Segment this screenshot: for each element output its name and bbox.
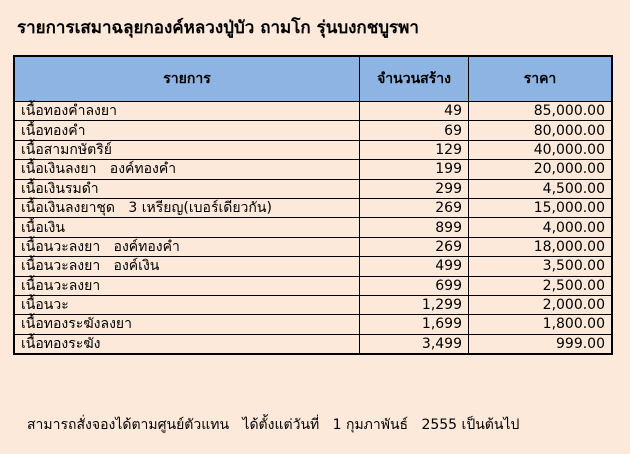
price-cell: 2,500.00 <box>468 275 613 296</box>
price-cell: 80,000.00 <box>468 120 613 141</box>
quantity-cell: 1,699 <box>359 314 469 335</box>
price-cell: 40,000.00 <box>468 139 613 161</box>
table-row: เนื้อเงินลงยา องค์ทองคำ 199 20,000.00 <box>13 159 613 180</box>
item-cell: เนื้อเงิน <box>13 217 360 238</box>
quantity-cell: 3,499 <box>359 333 469 355</box>
table-row: เนื้อสามกษัตริย์ 129 40,000.00 <box>13 139 613 161</box>
header-price: ราคา <box>468 55 613 102</box>
item-cell: เนื้อนวะลงยา องค์ทองคำ <box>13 236 360 258</box>
price-cell: 3,500.00 <box>468 256 613 277</box>
price-cell: 999.00 <box>468 333 613 355</box>
item-cell: เนื้อเงินลงยาชุด 3 เหรียญ(เบอร์เดียวกัน) <box>13 197 360 219</box>
price-cell: 85,000.00 <box>468 100 613 122</box>
item-cell: เนื้อทองระฆัง <box>13 333 360 355</box>
item-cell: เนื้อนวะ <box>13 294 360 316</box>
table-row: เนื้อทองคำลงยา 49 85,000.00 <box>13 100 613 122</box>
item-cell: เนื้อทองคำลงยา <box>13 100 360 122</box>
table-row: เนื้อทองระฆังลงยา 1,699 1,800.00 <box>13 314 613 335</box>
price-cell: 18,000.00 <box>468 236 613 258</box>
table-row: เนื้อเงินรมดำ 299 4,500.00 <box>13 178 613 199</box>
table-header-row: รายการ จำนวนสร้าง ราคา <box>13 55 613 102</box>
item-cell: เนื้อเงินลงยา องค์ทองคำ <box>13 159 360 180</box>
price-cell: 4,000.00 <box>468 217 613 238</box>
quantity-cell: 199 <box>359 159 469 180</box>
table-row: เนื้อทองคำ 69 80,000.00 <box>13 120 613 141</box>
table-row: เนื้อนวะลงยา 699 2,500.00 <box>13 275 613 296</box>
item-cell: เนื้อนวะลงยา องค์เงิน <box>13 256 360 277</box>
item-cell: เนื้อสามกษัตริย์ <box>13 139 360 161</box>
quantity-cell: 499 <box>359 256 469 277</box>
quantity-cell: 49 <box>359 100 469 122</box>
table-row: เนื้อเงินลงยาชุด 3 เหรียญ(เบอร์เดียวกัน)… <box>13 197 613 219</box>
price-cell: 1,800.00 <box>468 314 613 335</box>
table-row: เนื้อนวะ 1,299 2,000.00 <box>13 294 613 316</box>
price-cell: 2,000.00 <box>468 294 613 316</box>
table-row: เนื้อนวะลงยา องค์เงิน 499 3,500.00 <box>13 256 613 277</box>
price-cell: 15,000.00 <box>468 197 613 219</box>
header-item: รายการ <box>13 55 360 102</box>
quantity-cell: 899 <box>359 217 469 238</box>
quantity-cell: 269 <box>359 197 469 219</box>
price-table: รายการ จำนวนสร้าง ราคา เนื้อทองคำลงยา 49 8… <box>13 55 613 356</box>
table-row: เนื้อทองระฆัง 3,499 999.00 <box>13 333 613 355</box>
footer-note: สามารถสั่งจองได้ตามศูนย์ตัวแทน ได้ตั้งแต… <box>27 417 520 433</box>
quantity-cell: 1,299 <box>359 294 469 316</box>
item-cell: เนื้อนวะลงยา <box>13 275 360 296</box>
quantity-cell: 299 <box>359 178 469 199</box>
quantity-cell: 129 <box>359 139 469 161</box>
table-row: เนื้อเงิน 899 4,000.00 <box>13 217 613 238</box>
price-cell: 20,000.00 <box>468 159 613 180</box>
item-cell: เนื้อเงินรมดำ <box>13 178 360 199</box>
item-cell: เนื้อทองคำ <box>13 120 360 141</box>
price-cell: 4,500.00 <box>468 178 613 199</box>
quantity-cell: 699 <box>359 275 469 296</box>
page-title: รายการเสมาฉลุยกองค์หลวงปู่บัว ถามโก รุ่น… <box>17 18 419 38</box>
quantity-cell: 269 <box>359 236 469 258</box>
table-row: เนื้อนวะลงยา องค์ทองคำ 269 18,000.00 <box>13 236 613 258</box>
quantity-cell: 69 <box>359 120 469 141</box>
item-cell: เนื้อทองระฆังลงยา <box>13 314 360 335</box>
header-quantity: จำนวนสร้าง <box>359 55 469 102</box>
